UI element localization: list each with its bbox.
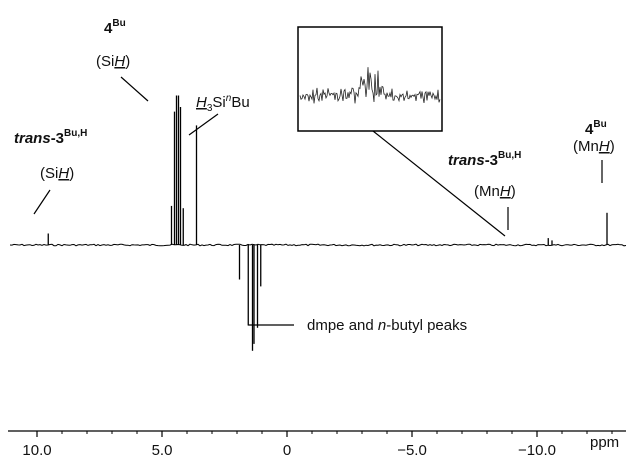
x-axis-unit: ppm (590, 434, 619, 451)
x-tick-label: 10.0 (22, 442, 51, 459)
label-h3sinbu: H3SinBu (196, 93, 250, 114)
label-trans3-mnh-assign: (MnH) (474, 183, 516, 200)
leader-trans3-sih (33, 189, 51, 215)
inset-trace (299, 67, 441, 104)
inset-leader-line (372, 130, 506, 237)
label-4bu-mnh: 4Bu (585, 119, 607, 138)
label-4bu-sih-assign: (SiH) (96, 53, 130, 70)
label-4bu-mnh-assign: (MnH) (573, 138, 615, 155)
x-tick-label: 0 (283, 442, 291, 459)
leader-4bu-sih (120, 76, 149, 102)
x-axis-ticks: 10.0 5.0 0 −5.0 −10.0 (22, 431, 613, 459)
x-tick-label: 5.0 (152, 442, 173, 459)
label-trans3-sih: trans-3Bu,H (14, 128, 87, 147)
peaks-layer (47, 95, 608, 351)
spectrum-trace (9, 243, 627, 247)
label-trans3-mnh: trans-3Bu,H (448, 150, 521, 169)
label-dmpe: dmpe and n-butyl peaks (307, 317, 467, 334)
label-trans3-sih-assign: (SiH) (40, 165, 74, 182)
label-4bu-sih: 4Bu (104, 18, 126, 37)
leader-h3sinbu (188, 113, 219, 136)
x-tick-label: −5.0 (397, 442, 427, 459)
x-tick-label: −10.0 (518, 442, 556, 459)
